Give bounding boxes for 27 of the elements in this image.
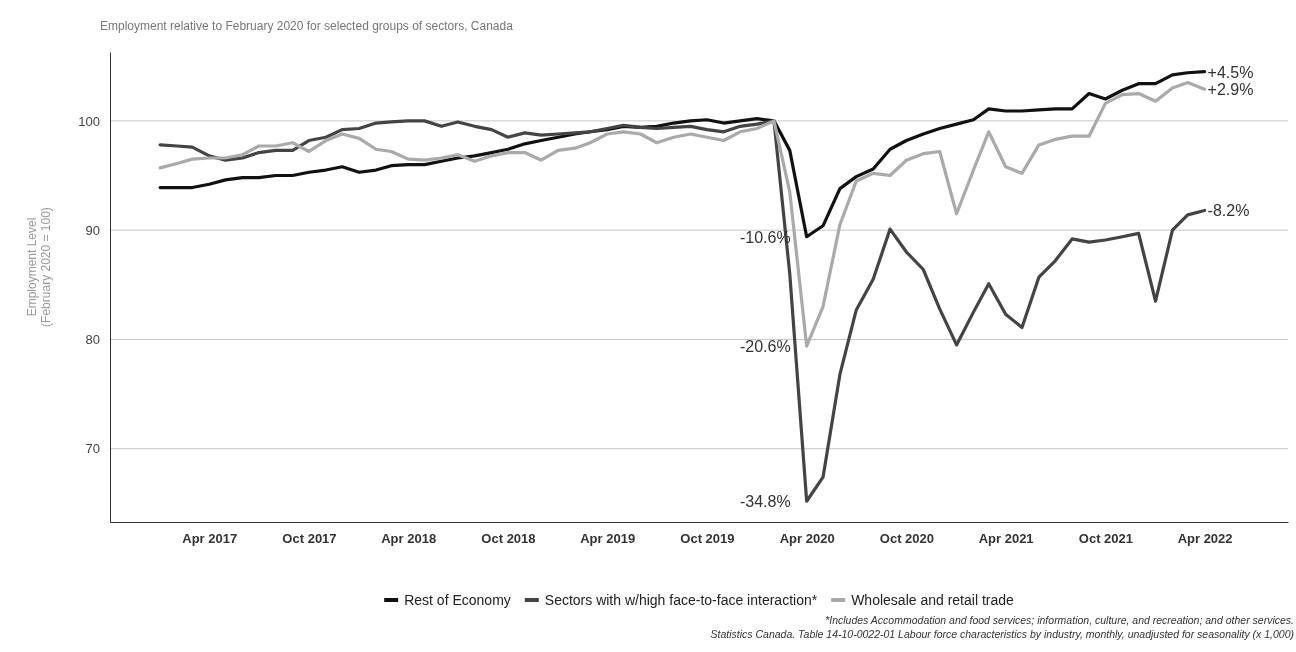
annotation: +4.5% [1207,63,1254,81]
x-tick-label: Apr 2017 [182,531,238,547]
legend-label: Rest of Economy [404,592,511,608]
annotation: -20.6% [739,338,791,356]
y-tick-label: 80 [85,332,100,348]
x-tick-label: Apr 2019 [580,531,636,547]
x-tick-label: Apr 2022 [1177,531,1233,547]
x-tick-label: Apr 2021 [978,531,1034,547]
y-tick-label: 100 [78,113,100,129]
annotation: +2.9% [1207,81,1254,99]
legend-label: Sectors with w/high face-to-face interaction* [544,592,818,608]
x-tick-label: Apr 2020 [779,531,835,547]
annotation: -8.2% [1207,202,1250,220]
x-tick-label: Oct 2017 [282,531,337,547]
text: Statistics Canada. Table 14-10-0022-01 Labour force characteristics by industry, monthly, unadjusted for seasonality (x 1,000) [710,628,1294,640]
chart-title: Employment relative to February 2020 for selected groups of sectors, Canada [100,19,514,33]
x-tick-label: Oct 2019 [680,531,735,547]
y-axis-title: Employment Level (February 2020 = 100) [25,207,53,327]
y-tick-label: 90 [85,222,100,238]
x-tick-label: Oct 2021 [1078,531,1133,547]
y-tick-label: 70 [85,441,100,457]
x-tick-label: Apr 2018 [381,531,437,547]
x-tick-label: Oct 2020 [879,531,935,547]
legend-label: Wholesale and retail trade [851,592,1015,608]
x-tick-label: Oct 2018 [481,531,536,547]
annotation: -34.8% [739,493,791,511]
text: *Includes Accommodation and food services; information, culture, and recreation; and other services. [825,614,1294,626]
